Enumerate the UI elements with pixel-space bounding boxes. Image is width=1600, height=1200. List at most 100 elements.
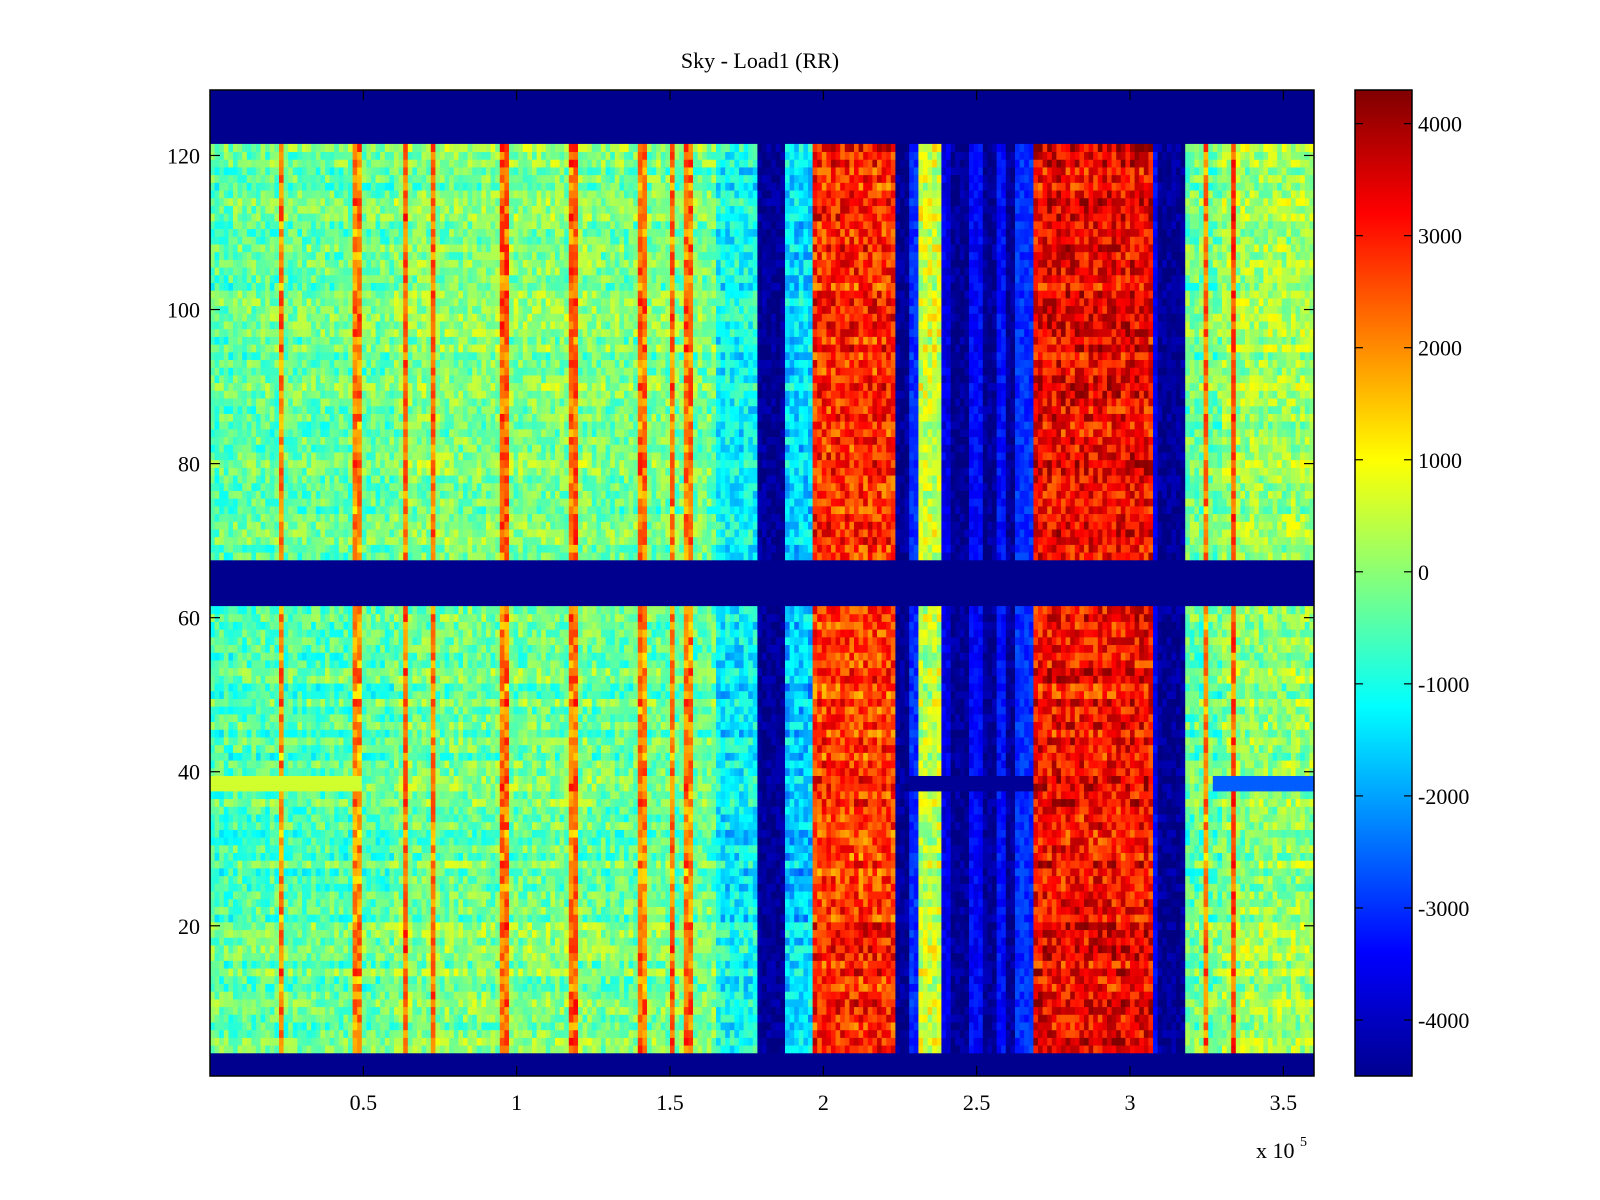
heatmap-cell: [1042, 937, 1048, 946]
heatmap-cell: [651, 906, 657, 915]
heatmap-cell: [711, 1022, 717, 1031]
heatmap-cell: [568, 952, 574, 961]
heatmap-cell: [1235, 921, 1241, 931]
heatmap-cell: [660, 975, 666, 984]
heatmap-cell: [637, 998, 643, 1008]
heatmap-cell: [587, 1006, 593, 1015]
heatmap-cell: [854, 1045, 859, 1054]
heatmap-cell: [527, 914, 533, 923]
heatmap-cell: [380, 975, 386, 984]
heatmap-cell: [982, 975, 988, 984]
heatmap-cell: [1222, 921, 1227, 931]
heatmap-cell: [950, 1022, 956, 1031]
heatmap-cell: [637, 1022, 643, 1031]
heatmap-cell: [509, 1045, 514, 1054]
heatmap-cell: [265, 1014, 271, 1023]
heatmap-cell: [1268, 1045, 1273, 1054]
heatmap-cell: [1038, 1045, 1043, 1054]
heatmap-cell: [780, 1014, 786, 1023]
heatmap-cell: [550, 1006, 556, 1015]
heatmap-cell: [1093, 1037, 1099, 1046]
heatmap-cell: [260, 975, 266, 984]
heatmap-cell: [633, 1014, 639, 1023]
heatmap-cell: [490, 906, 496, 915]
heatmap-cell: [812, 1045, 818, 1054]
heatmap-cell: [808, 1006, 813, 1015]
heatmap-cell: [808, 1014, 813, 1023]
heatmap-cell: [840, 891, 846, 900]
heatmap-cell: [674, 998, 680, 1008]
heatmap-cell: [978, 1006, 984, 1015]
heatmap-cell: [780, 1022, 786, 1031]
heatmap-cell: [1272, 898, 1278, 907]
heatmap-cell: [964, 1045, 970, 1054]
heatmap-cell: [762, 906, 767, 915]
heatmap-cell: [642, 1014, 648, 1023]
heatmap-cell: [1084, 1045, 1089, 1054]
heatmap-cell: [771, 891, 777, 900]
heatmap-cell: [509, 1022, 514, 1031]
heatmap-cell: [1061, 1022, 1066, 1031]
heatmap-cell: [743, 937, 749, 946]
heatmap-cell: [1019, 960, 1025, 969]
heatmap-cell: [251, 945, 257, 954]
heatmap-cell: [1277, 998, 1283, 1008]
heatmap-cell: [886, 1006, 892, 1015]
heatmap-cell: [969, 1037, 974, 1046]
heatmap-cell: [904, 906, 910, 915]
heatmap-cell: [670, 921, 675, 931]
heatmap-cell: [269, 1022, 275, 1031]
heatmap-cell: [651, 1006, 657, 1015]
heatmap-cell: [1061, 968, 1066, 977]
heatmap-cell: [1254, 975, 1260, 984]
heatmap-cell: [890, 1006, 896, 1015]
heatmap-cell: [610, 968, 616, 977]
heatmap-cell: [909, 929, 915, 938]
heatmap-cell: [950, 1006, 956, 1015]
heatmap-cell: [762, 1006, 767, 1015]
heatmap-cell: [614, 921, 620, 931]
heatmap-cell: [1042, 998, 1048, 1008]
heatmap-cell: [288, 929, 294, 938]
heatmap-cell: [1084, 921, 1089, 931]
heatmap-cell: [1015, 1022, 1020, 1031]
heatmap-cell: [430, 998, 436, 1008]
heatmap-cell: [1281, 975, 1287, 984]
heatmap-cell: [1240, 975, 1246, 984]
heatmap-cell: [803, 1045, 809, 1054]
heatmap-cell: [978, 906, 984, 915]
heatmap-cell: [614, 1045, 620, 1054]
heatmap-cell: [237, 968, 243, 977]
heatmap-cell: [821, 1014, 827, 1023]
heatmap-cell: [555, 945, 560, 954]
heatmap-cell: [656, 1045, 662, 1054]
heatmap-cell: [923, 1037, 928, 1046]
heatmap-cell: [545, 975, 551, 984]
heatmap-cell: [872, 1029, 878, 1038]
heatmap-cell: [269, 1006, 275, 1015]
heatmap-cell: [1185, 1014, 1191, 1023]
heatmap-cell: [1093, 991, 1099, 1000]
heatmap-cell: [665, 960, 671, 969]
heatmap-cell: [601, 983, 606, 992]
heatmap-cell: [601, 929, 606, 938]
heatmap-cell: [274, 983, 280, 992]
heatmap-cell: [826, 960, 832, 969]
heatmap-cell: [835, 1014, 841, 1023]
heatmap-cell: [660, 914, 666, 923]
heatmap-cell: [398, 898, 404, 907]
heatmap-cell: [624, 968, 629, 977]
heatmap-cell: [656, 983, 662, 992]
heatmap-cell: [555, 1045, 560, 1054]
heatmap-cell: [890, 1045, 896, 1054]
heatmap-cell: [444, 1006, 450, 1015]
heatmap-cell: [1143, 998, 1149, 1008]
heatmap-cell: [817, 1045, 823, 1054]
heatmap-cell: [384, 1045, 390, 1054]
heatmap-cell: [1171, 937, 1177, 946]
heatmap-cell: [1185, 921, 1191, 931]
heatmap-cell: [854, 921, 859, 931]
heatmap-cell: [518, 991, 524, 1000]
heatmap-cell: [1102, 983, 1108, 992]
heatmap-cell: [964, 968, 970, 977]
